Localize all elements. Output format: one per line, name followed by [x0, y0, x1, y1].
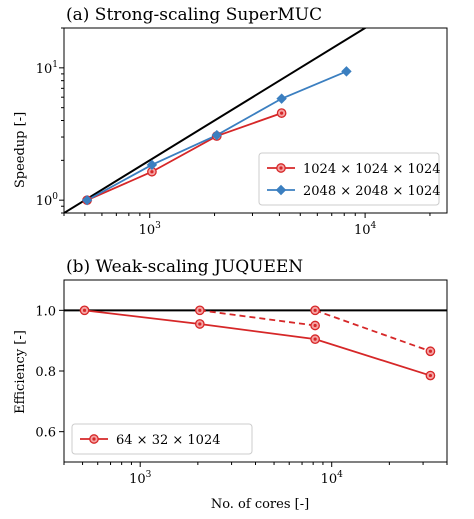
- data-point-b-2-0-dot: [313, 308, 317, 312]
- legend-marker-b-0-dot: [92, 437, 96, 441]
- data-point-b-2-1-dot: [428, 349, 433, 353]
- ylabel-a: Speedup [-]: [13, 112, 28, 188]
- legend-marker-a-1: [275, 184, 287, 196]
- legend-marker-a-0-dot: [279, 166, 283, 170]
- legend-label-a-0: 1024 × 1024 × 1024: [303, 162, 441, 177]
- data-point-b-1-0-dot: [198, 308, 202, 312]
- xlabel-b: No. of cores [-]: [211, 497, 309, 512]
- data-point-b-1-1-dot: [313, 323, 317, 328]
- reference-line-a: [64, 28, 368, 213]
- series-line-b-2: [314, 309, 431, 353]
- data-point-b-0-1-dot: [198, 322, 202, 326]
- series-line-b-1: [199, 309, 316, 327]
- data-point-a-1-1: [146, 159, 158, 171]
- legend-label-a-1: 2048 × 2048 × 1024: [303, 184, 441, 199]
- legend-box-b: [71, 423, 253, 455]
- x-tick-label-b-0: 103: [129, 470, 152, 487]
- series-line-a-0: [86, 112, 282, 201]
- y-tick-label-b-0: 0.6: [35, 426, 56, 441]
- data-point-a-1-0: [81, 194, 93, 206]
- x-tick-label-a-0: 103: [139, 221, 162, 238]
- x-tick-label-b-1: 104: [321, 470, 344, 487]
- data-point-a-1-4: [341, 66, 352, 77]
- data-point-b-0-2-dot: [313, 337, 317, 341]
- x-tick-label-a-1: 104: [354, 221, 377, 238]
- data-point-a-1-3: [276, 93, 287, 104]
- series-line-b-0: [84, 309, 431, 377]
- y-tick-label-b-1: 0.8: [35, 365, 56, 380]
- legend-label-b-0: 64 × 32 × 1024: [116, 433, 220, 448]
- data-point-a-0-1-dot: [150, 170, 154, 174]
- ylabel-b: Efficiency [-]: [13, 330, 28, 414]
- legend-box-a: [258, 152, 440, 206]
- data-point-b-0-0-dot: [82, 308, 87, 312]
- data-point-a-0-3-dot: [280, 111, 284, 115]
- title-a: (a) Strong-scaling SuperMUC: [66, 5, 322, 25]
- data-point-b-0-3-dot: [428, 373, 433, 378]
- y-tick-label-b-2: 1.0: [35, 304, 56, 319]
- data-point-a-1-2: [211, 129, 222, 141]
- title-b: (b) Weak-scaling JUQUEEN: [66, 257, 303, 277]
- y-tick-label-a-0: 100: [36, 192, 59, 209]
- panel-a: (a) Strong-scaling SuperMUC Speedup [-] …: [13, 5, 448, 238]
- y-tick-label-a-1: 101: [36, 60, 58, 77]
- panel-b: (b) Weak-scaling JUQUEEN Efficiency [-] …: [13, 257, 448, 512]
